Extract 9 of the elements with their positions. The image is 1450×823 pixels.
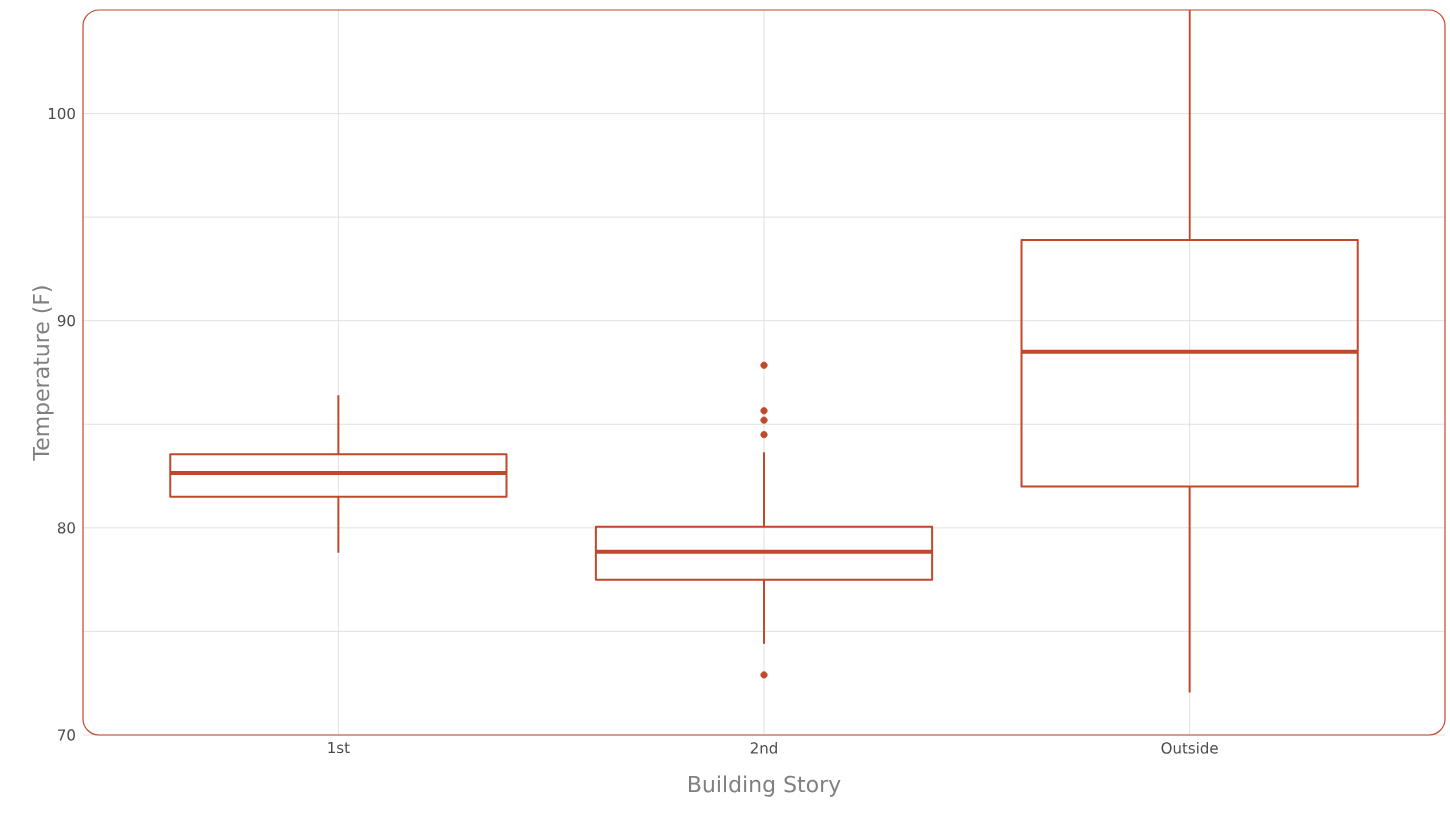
y-axis-title: Temperature (F) (32, 286, 54, 461)
y-tick-label: 90 (57, 315, 75, 327)
x-tick-label: 2nd (750, 742, 777, 754)
x-axis-title: Building Story (688, 775, 841, 797)
x-tick-label: 1st (328, 742, 350, 754)
y-tick-label: 70 (58, 729, 75, 741)
y-tick-label: 100 (48, 107, 75, 120)
x-tick-label: Outside (1161, 742, 1218, 754)
y-tick-label: 80 (57, 522, 75, 534)
